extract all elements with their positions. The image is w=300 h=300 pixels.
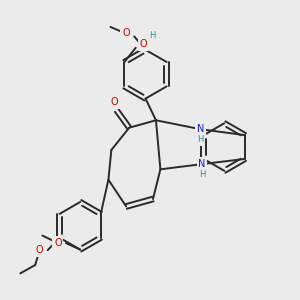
Text: O: O [139, 39, 147, 49]
Text: H: H [197, 135, 204, 144]
Text: O: O [54, 238, 62, 248]
Text: O: O [122, 28, 130, 38]
Text: H: H [149, 31, 156, 40]
Text: O: O [110, 97, 118, 107]
Text: O: O [36, 245, 43, 255]
Text: N: N [198, 159, 206, 169]
Text: H: H [199, 170, 205, 179]
Text: N: N [197, 124, 204, 134]
